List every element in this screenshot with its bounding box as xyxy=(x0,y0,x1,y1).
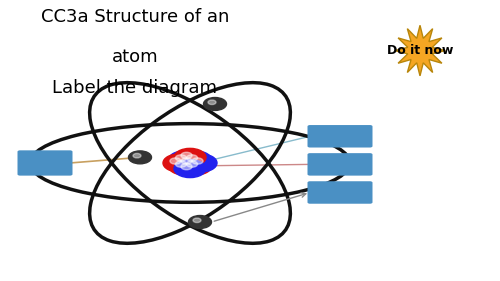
Circle shape xyxy=(192,158,203,164)
Text: Do it now: Do it now xyxy=(387,44,453,57)
Circle shape xyxy=(176,155,186,161)
Circle shape xyxy=(168,151,200,169)
FancyBboxPatch shape xyxy=(308,153,372,176)
Circle shape xyxy=(174,154,206,172)
Text: CC3a Structure of an: CC3a Structure of an xyxy=(41,8,229,26)
Text: atom: atom xyxy=(112,48,158,66)
Circle shape xyxy=(186,161,198,167)
Text: Label the diagram: Label the diagram xyxy=(52,79,218,97)
Circle shape xyxy=(174,160,206,178)
Circle shape xyxy=(188,216,212,228)
Circle shape xyxy=(176,161,186,167)
Circle shape xyxy=(180,151,212,169)
Circle shape xyxy=(204,98,227,110)
FancyBboxPatch shape xyxy=(18,150,72,176)
Circle shape xyxy=(185,154,217,172)
Circle shape xyxy=(208,100,216,105)
Circle shape xyxy=(163,154,195,172)
Circle shape xyxy=(133,153,141,158)
Circle shape xyxy=(180,157,212,175)
Circle shape xyxy=(181,152,192,158)
Polygon shape xyxy=(394,25,446,76)
Circle shape xyxy=(174,148,206,166)
Circle shape xyxy=(186,155,198,161)
Circle shape xyxy=(193,218,201,223)
Circle shape xyxy=(168,157,200,175)
Circle shape xyxy=(128,151,152,164)
Circle shape xyxy=(170,158,181,164)
FancyBboxPatch shape xyxy=(308,181,372,204)
Circle shape xyxy=(181,164,192,170)
Circle shape xyxy=(181,158,192,164)
FancyBboxPatch shape xyxy=(308,125,372,148)
